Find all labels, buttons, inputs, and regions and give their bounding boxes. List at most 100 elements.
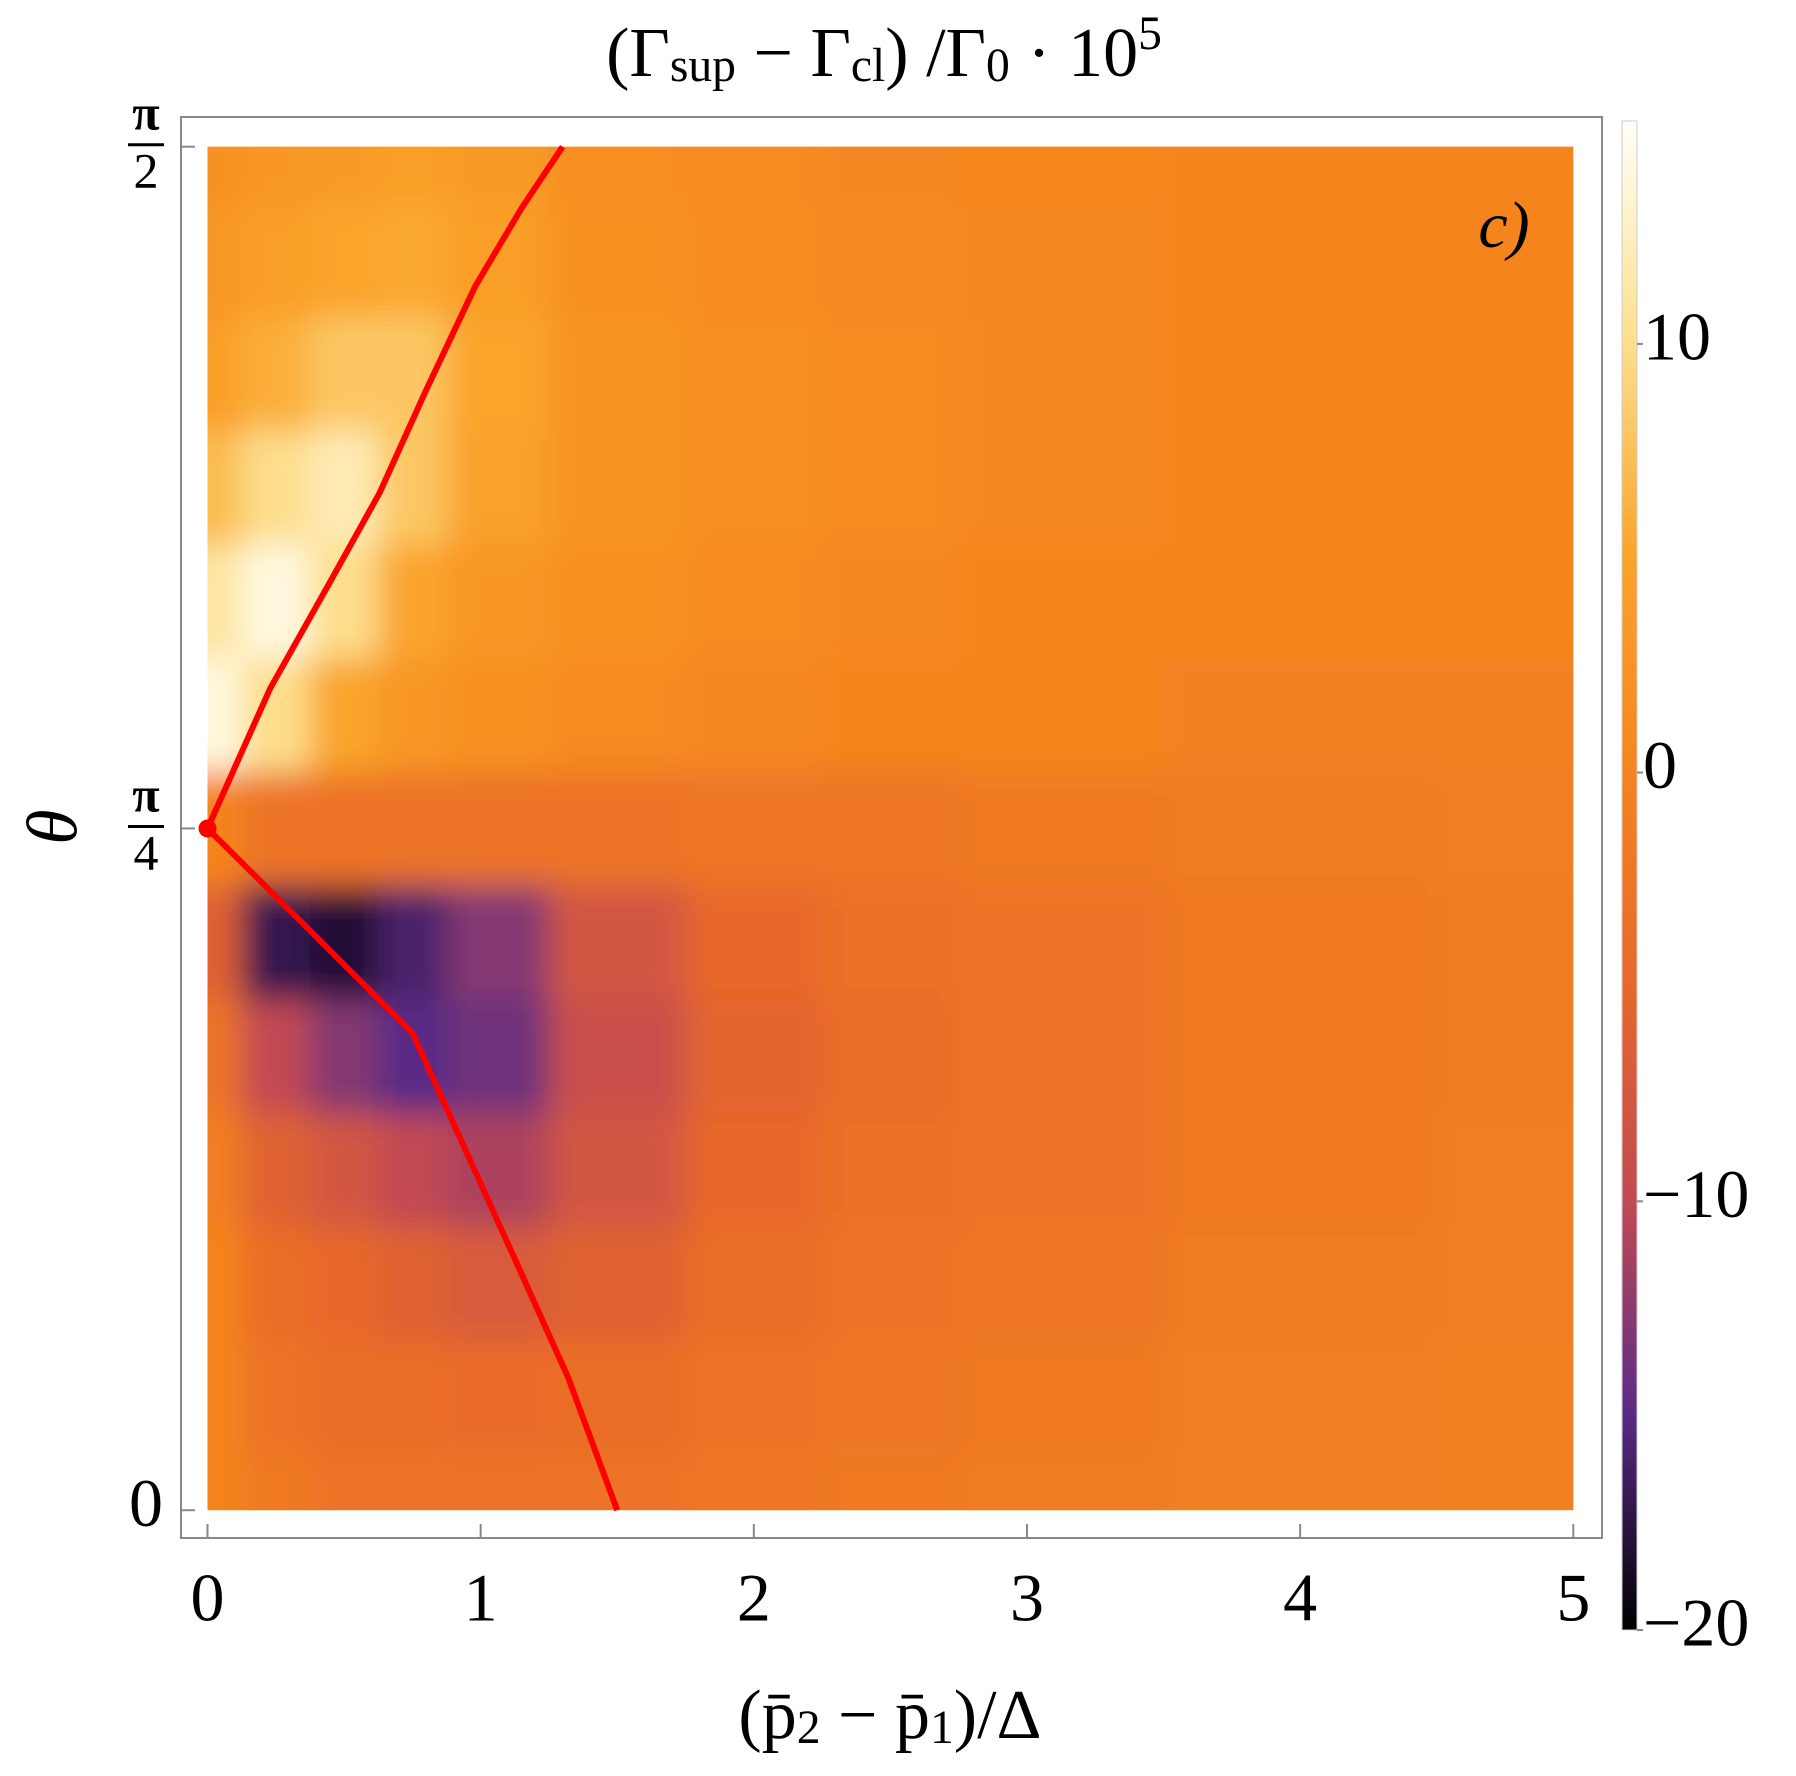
heat-cell (207, 1112, 243, 1227)
heat-cell (822, 885, 960, 1000)
heat-cell (207, 1453, 243, 1511)
heat-cell (378, 658, 448, 773)
heat-cell (309, 317, 379, 432)
heat-cell (241, 203, 311, 318)
colorbar-tick-label: −20 (1643, 1585, 1749, 1661)
heat-cell (685, 430, 823, 545)
heat-cell (378, 885, 448, 1000)
heat-cell (446, 544, 550, 659)
heat-cell (822, 430, 960, 545)
heat-cell (241, 1112, 311, 1227)
curve (204, 145, 566, 830)
heat-cell (1163, 544, 1438, 659)
heat-cell (241, 771, 311, 886)
heat-cell (241, 1453, 311, 1511)
text-segment: 0 (986, 40, 1010, 92)
heat-cell (1163, 1112, 1438, 1227)
heat-cell (1436, 771, 1574, 886)
heat-cell (1436, 885, 1574, 1000)
heat-cell (958, 317, 1165, 432)
x-tick-label: 2 (737, 1560, 771, 1636)
heat-cell (685, 1339, 823, 1454)
heat-cell (207, 430, 243, 545)
heat-cell (958, 998, 1165, 1114)
heat-cell (207, 658, 243, 773)
heat-cell (685, 1112, 823, 1227)
heat-cell (446, 771, 550, 886)
heat-cell (241, 544, 311, 659)
text-segment: 5 (1138, 8, 1162, 60)
y-axis-label: θ (13, 809, 93, 844)
heat-cell (1163, 998, 1438, 1114)
heat-cell (1163, 146, 1438, 205)
colorbar (1621, 120, 1638, 1631)
heat-cell (309, 1112, 379, 1227)
x-tick-label: 3 (1010, 1560, 1044, 1636)
heatmap (207, 146, 1574, 1511)
heat-cell (446, 1226, 550, 1341)
chart-title: (Γsup − Γcl) /Γ0 · 105 (606, 8, 1162, 92)
heat-cell (309, 430, 379, 545)
heat-cell (822, 544, 960, 659)
heat-cell (1436, 317, 1574, 432)
heat-cell (309, 203, 379, 318)
text-segment: 2 (797, 1702, 821, 1754)
x-tick-label: 4 (1283, 1560, 1317, 1636)
heat-cell (822, 658, 960, 773)
heat-cell (1436, 1226, 1574, 1341)
heat-cell (822, 203, 960, 318)
heat-cell (822, 1226, 960, 1341)
heat-cell (1436, 544, 1574, 659)
heat-cell (685, 544, 823, 659)
heat-cell (309, 771, 379, 886)
fraction-denominator: 2 (134, 143, 159, 199)
heat-cell (685, 1453, 823, 1511)
heat-cell (207, 998, 243, 1114)
heat-cell (241, 317, 311, 432)
curve (205, 826, 621, 1512)
fraction-numerator: π (132, 767, 159, 823)
heat-cell (685, 317, 823, 432)
y-tick-label: 0 (129, 1465, 163, 1541)
heat-cell (822, 1339, 960, 1454)
heat-cell (1163, 771, 1438, 886)
colorbar-tick-label: 10 (1643, 299, 1711, 375)
heat-cell (309, 658, 379, 773)
heat-cell (446, 1339, 550, 1454)
heat-cell (446, 885, 550, 1000)
heat-cell (207, 544, 243, 659)
heat-cell (1163, 203, 1438, 318)
heat-cell (241, 885, 311, 1000)
heat-cell (685, 203, 823, 318)
heat-cell (1436, 658, 1574, 773)
heat-cell (1163, 317, 1438, 432)
heat-cell (548, 1226, 687, 1341)
heat-cell (378, 1226, 448, 1341)
heat-cell (822, 771, 960, 886)
heat-cell (378, 1112, 448, 1227)
heat-cell (822, 317, 960, 432)
heat-cell (241, 1339, 311, 1454)
heatmap-cells (207, 146, 1574, 1511)
heat-cell (958, 658, 1165, 773)
heat-cell (1436, 146, 1574, 205)
heat-cell (309, 998, 379, 1114)
heat-cell (548, 1112, 687, 1227)
heat-cell (207, 1339, 243, 1454)
heat-cell (1163, 1339, 1438, 1454)
heat-cell (822, 1112, 960, 1227)
heat-cell (378, 544, 448, 659)
heat-cell (1163, 430, 1438, 545)
heat-cell (378, 771, 448, 886)
heat-cell (207, 317, 243, 432)
heat-cell (685, 1226, 823, 1341)
heat-cell (378, 430, 448, 545)
text-segment: · 10 (1010, 15, 1138, 92)
heat-cell (1163, 885, 1438, 1000)
heat-cell (207, 1226, 243, 1341)
heat-cell (548, 544, 687, 659)
colorbar-tick-label: 0 (1643, 727, 1677, 803)
heat-cell (1436, 430, 1574, 545)
